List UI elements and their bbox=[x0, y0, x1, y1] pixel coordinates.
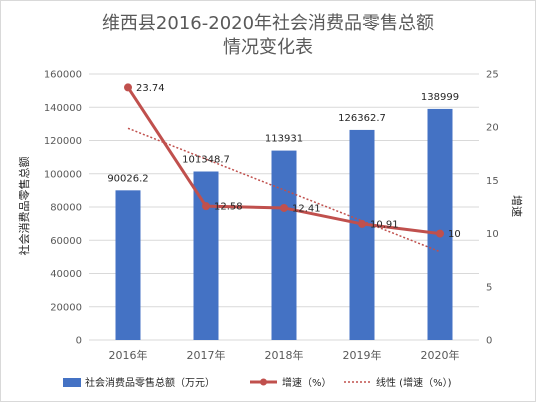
chart-title-line-2: 情况变化表 bbox=[223, 37, 313, 58]
y-right-axis-title: 增速 bbox=[510, 195, 524, 217]
line-series bbox=[124, 83, 444, 238]
bar bbox=[115, 190, 141, 340]
y-right-tick-label: 0 bbox=[486, 336, 492, 347]
y-left-tick-label: 40000 bbox=[50, 269, 82, 280]
y-right-tick-label: 25 bbox=[486, 70, 499, 81]
line-value-label: 10.91 bbox=[370, 219, 399, 230]
y-right-tick-label: 5 bbox=[486, 282, 492, 293]
y-left-tick-label: 60000 bbox=[50, 236, 82, 247]
x-tick-label: 2017年 bbox=[187, 348, 226, 362]
y-left-tick-label: 0 bbox=[76, 336, 82, 347]
x-tick-label: 2019年 bbox=[343, 348, 382, 362]
y-right-tick-label: 20 bbox=[486, 123, 499, 134]
x-tick-label: 2016年 bbox=[109, 348, 148, 362]
line-value-label: 12.41 bbox=[292, 203, 321, 214]
y-left-tick-label: 20000 bbox=[50, 302, 82, 313]
growth-marker bbox=[280, 203, 288, 212]
bar-value-label: 90026.2 bbox=[107, 173, 148, 184]
bar-value-label: 101348.7 bbox=[182, 155, 230, 166]
y-left-tick-label: 100000 bbox=[44, 169, 82, 180]
bar-value-label: 138999 bbox=[421, 92, 459, 103]
legend-label-bar: 社会消费品零售总额（万元） bbox=[85, 376, 215, 389]
bar bbox=[193, 171, 219, 340]
y-right-tick-label: 10 bbox=[486, 229, 499, 240]
bar-value-label: 113931 bbox=[265, 134, 303, 145]
x-tick-label: 2018年 bbox=[265, 348, 304, 362]
growth-marker bbox=[436, 229, 444, 238]
growth-marker bbox=[358, 219, 366, 228]
y-left-axis-title: 社会消费品零售总额 bbox=[17, 157, 31, 256]
bar bbox=[271, 150, 297, 340]
axes: 0 20000 40000 60000 80000 100000 120000 140000 1… bbox=[44, 70, 499, 363]
bar bbox=[427, 108, 453, 341]
legend: 社会消费品零售总额（万元） 增速（%） 线性 (增速（%）) bbox=[63, 376, 452, 389]
bar-series bbox=[115, 108, 453, 341]
legend-label-trend: 线性 (增速（%）) bbox=[376, 376, 452, 389]
chart-title-line-1: 维西县2016-2020年社会消费品零售总额 bbox=[102, 13, 434, 34]
line-value-label: 10 bbox=[448, 229, 461, 240]
legend-label-line: 增速（%） bbox=[282, 376, 332, 389]
data-labels: 90026.2 101348.7 113931 126362.7 138999 23.74… bbox=[107, 83, 460, 240]
growth-marker bbox=[202, 202, 210, 211]
y-right-tick-label: 15 bbox=[486, 176, 499, 187]
y-left-tick-label: 120000 bbox=[44, 136, 82, 147]
y-left-tick-label: 140000 bbox=[44, 103, 82, 114]
line-value-label: 23.74 bbox=[136, 83, 165, 94]
legend-swatch-bar bbox=[63, 378, 81, 387]
bar-value-label: 126362.7 bbox=[338, 113, 386, 124]
x-tick-label: 2020年 bbox=[421, 348, 460, 362]
growth-marker bbox=[124, 83, 132, 92]
bar bbox=[349, 129, 375, 340]
line-value-label: 12.58 bbox=[214, 202, 243, 213]
y-left-tick-label: 160000 bbox=[44, 70, 82, 81]
legend-swatch-marker bbox=[260, 378, 267, 386]
y-left-tick-label: 80000 bbox=[50, 203, 82, 214]
